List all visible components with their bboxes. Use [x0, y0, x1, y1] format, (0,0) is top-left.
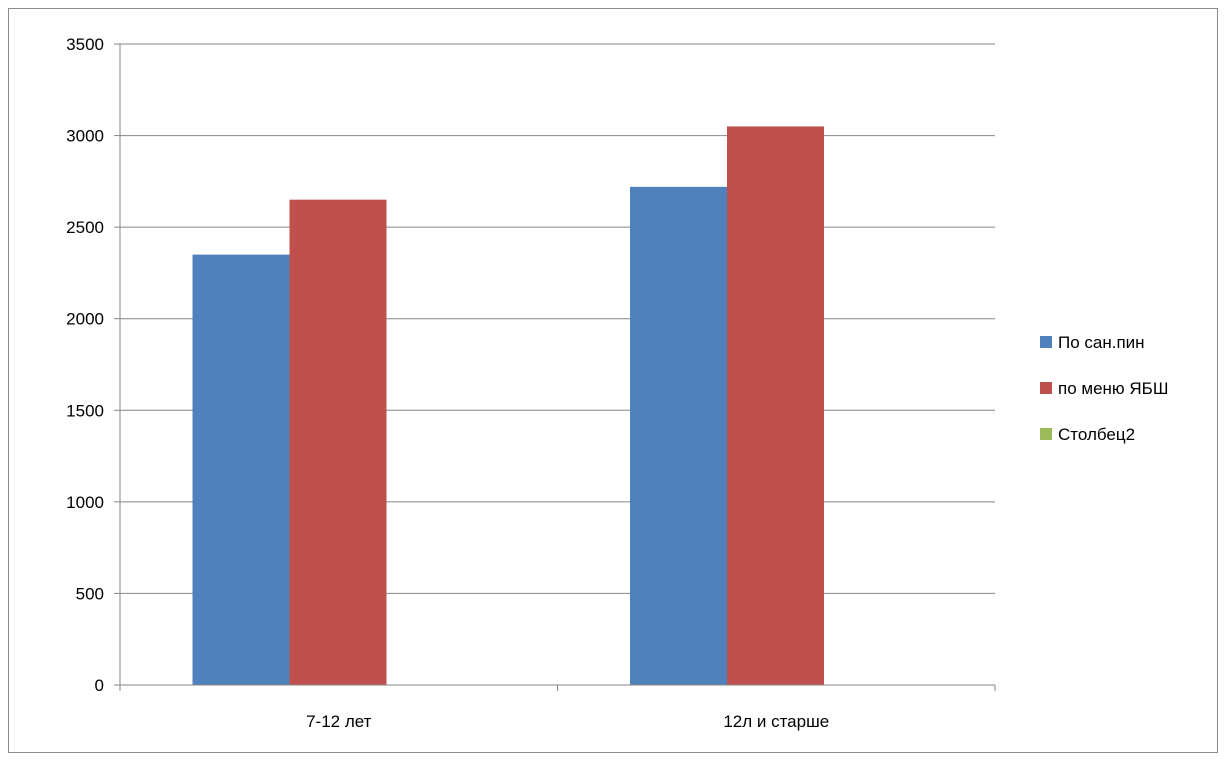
legend-label: По сан.пин	[1058, 333, 1145, 352]
y-tick-label: 0	[95, 676, 104, 695]
bar	[727, 126, 824, 685]
y-tick-label: 3000	[66, 127, 104, 146]
legend: По сан.пин по меню ЯБШ Столбец2	[1040, 333, 1168, 444]
y-tick-label: 2500	[66, 218, 104, 237]
legend-label: по меню ЯБШ	[1058, 379, 1168, 398]
y-tick-label: 1000	[66, 493, 104, 512]
y-tick-label: 2000	[66, 310, 104, 329]
legend-label: Столбец2	[1058, 425, 1135, 444]
x-axis-tick-labels: 7-12 лет 12л и старше	[306, 712, 829, 731]
legend-swatch	[1040, 428, 1052, 440]
legend-swatch	[1040, 336, 1052, 348]
legend-swatch	[1040, 382, 1052, 394]
y-tick-label: 1500	[66, 401, 104, 420]
bar	[630, 186, 727, 685]
x-tick-label: 12л и старше	[723, 712, 829, 731]
bar	[289, 199, 387, 685]
axes	[114, 43, 996, 691]
bar	[192, 254, 290, 685]
bars	[192, 126, 824, 685]
x-tick-label: 7-12 лет	[306, 712, 372, 731]
y-tick-label: 500	[76, 584, 104, 603]
y-axis-tick-labels: 0 500 1000 1500 2000 2500 3000 3500	[66, 35, 104, 695]
y-tick-label: 3500	[66, 35, 104, 54]
